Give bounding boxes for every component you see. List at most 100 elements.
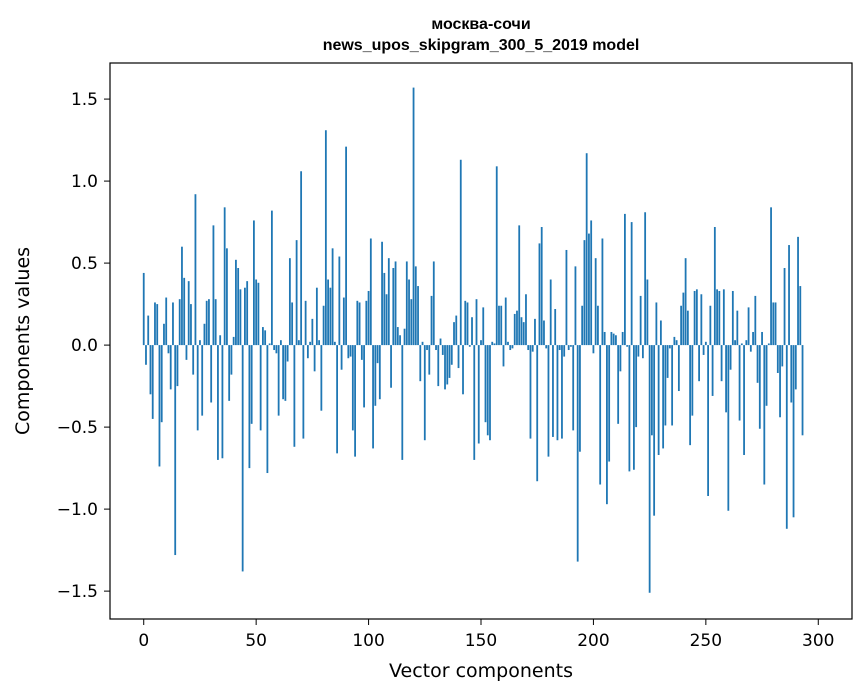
bar [351, 345, 354, 431]
bar [745, 340, 748, 346]
bar [360, 345, 363, 360]
bar [761, 331, 763, 346]
bar [648, 345, 651, 593]
bar [689, 345, 692, 446]
bar [738, 345, 741, 421]
bar [401, 345, 404, 460]
bar [322, 305, 325, 346]
bar [309, 341, 312, 346]
bar [720, 345, 723, 382]
bar [473, 345, 476, 460]
bar [255, 279, 258, 346]
bar [684, 258, 687, 346]
bar [154, 302, 156, 346]
bar [644, 212, 647, 346]
bar [178, 299, 181, 346]
bar [426, 345, 428, 351]
bar [740, 343, 743, 346]
bar [273, 345, 276, 351]
bar [511, 345, 514, 349]
bar [446, 345, 449, 385]
bar [174, 345, 177, 556]
bar [509, 345, 512, 351]
bar [466, 302, 469, 346]
y-axis-label: Components values [12, 247, 34, 435]
bar [704, 341, 707, 346]
bar [383, 272, 386, 346]
bar [410, 299, 413, 346]
bar [333, 341, 336, 346]
bar [264, 330, 267, 346]
bar [693, 290, 696, 346]
bar [673, 336, 676, 346]
bar [394, 261, 397, 346]
bar [248, 345, 251, 469]
bar [671, 345, 674, 426]
bar [770, 207, 772, 346]
bar [495, 166, 498, 346]
x-tick-label: 50 [245, 631, 267, 651]
y-tick-label: −1.5 [57, 582, 98, 602]
bar [235, 259, 237, 346]
bar [432, 261, 435, 346]
bar [199, 340, 201, 346]
bar [749, 345, 752, 352]
y-tick-label: 1.5 [71, 90, 98, 110]
bar [624, 213, 626, 346]
bar [752, 331, 754, 346]
bar [169, 345, 172, 390]
bar [776, 345, 779, 373]
bar [428, 345, 431, 375]
bar [722, 289, 725, 346]
bar [498, 305, 500, 346]
bar [585, 153, 588, 346]
bar [801, 345, 804, 436]
bar [457, 345, 460, 369]
bar [293, 345, 296, 447]
bar [284, 345, 287, 401]
bar [219, 335, 222, 346]
x-tick-label: 250 [690, 631, 722, 651]
bar [646, 279, 649, 346]
plot-area-frame [109, 62, 853, 620]
bar [525, 294, 527, 346]
bar [626, 345, 629, 347]
bar [419, 345, 422, 382]
bar [792, 345, 795, 518]
bar [282, 345, 285, 400]
bar [790, 345, 793, 403]
bar [239, 289, 242, 346]
bar [327, 279, 329, 346]
bar [785, 345, 788, 529]
bar [369, 238, 372, 346]
bar [250, 345, 253, 424]
bar [390, 345, 392, 388]
bar [372, 345, 374, 449]
bar [635, 345, 638, 428]
bar [435, 345, 437, 351]
bar [576, 345, 579, 562]
chart-title: москва-сочи [431, 16, 530, 33]
bar [489, 345, 491, 441]
bar [226, 248, 228, 346]
bar [345, 146, 347, 346]
bar [221, 345, 224, 459]
bar [484, 345, 487, 423]
bar [203, 323, 206, 346]
bar [637, 345, 640, 357]
bar [558, 345, 561, 351]
bar [599, 345, 602, 485]
bar [554, 309, 557, 346]
bar [142, 272, 145, 346]
bar [779, 345, 781, 418]
bar [196, 345, 199, 431]
bar [516, 310, 518, 346]
bar [385, 294, 388, 346]
bar [507, 341, 509, 346]
bar [486, 345, 489, 436]
bar [270, 210, 273, 346]
bar [329, 287, 332, 346]
bar [655, 302, 658, 346]
bar [572, 345, 575, 431]
bar [567, 345, 570, 351]
